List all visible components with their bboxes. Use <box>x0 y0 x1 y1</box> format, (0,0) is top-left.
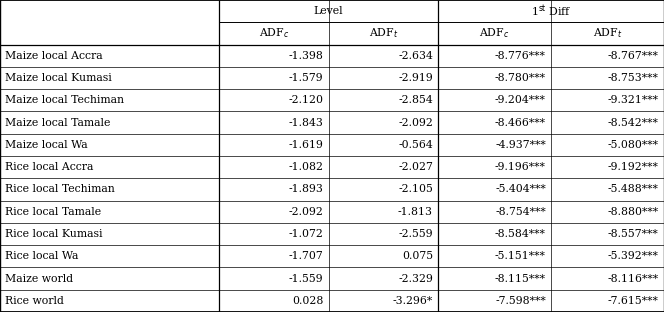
Text: Maize local Techiman: Maize local Techiman <box>5 95 124 105</box>
Text: -2.854: -2.854 <box>398 95 433 105</box>
Text: -8.115***: -8.115*** <box>495 274 546 284</box>
Text: -5.392***: -5.392*** <box>608 251 659 261</box>
Text: 0.075: 0.075 <box>402 251 433 261</box>
Text: Rice local Kumasi: Rice local Kumasi <box>5 229 103 239</box>
Text: -9.204***: -9.204*** <box>495 95 546 105</box>
Text: -2.329: -2.329 <box>398 274 433 284</box>
Text: -1.813: -1.813 <box>398 207 433 217</box>
Text: Rice local Wa: Rice local Wa <box>5 251 79 261</box>
Text: ADF$_{t}$: ADF$_{t}$ <box>369 27 398 40</box>
Text: -8.466***: -8.466*** <box>495 118 546 128</box>
Text: -2.092: -2.092 <box>288 207 323 217</box>
Text: Rice local Techiman: Rice local Techiman <box>5 184 115 194</box>
Text: -4.937***: -4.937*** <box>495 140 546 150</box>
Text: -3.296*: -3.296* <box>392 296 433 306</box>
Text: Rice world: Rice world <box>5 296 64 306</box>
Text: -8.116***: -8.116*** <box>608 274 659 284</box>
Text: -1.559: -1.559 <box>289 274 323 284</box>
Text: Level: Level <box>314 6 343 16</box>
Text: -8.542***: -8.542*** <box>608 118 659 128</box>
Text: -2.634: -2.634 <box>398 51 433 61</box>
Text: Rice local Accra: Rice local Accra <box>5 162 94 172</box>
Text: -9.196***: -9.196*** <box>495 162 546 172</box>
Text: -9.192***: -9.192*** <box>608 162 659 172</box>
Text: Rice local Tamale: Rice local Tamale <box>5 207 102 217</box>
Text: Maize world: Maize world <box>5 274 74 284</box>
Text: -2.027: -2.027 <box>398 162 433 172</box>
Text: -2.105: -2.105 <box>398 184 433 194</box>
Text: -5.151***: -5.151*** <box>495 251 546 261</box>
Text: -1.843: -1.843 <box>288 118 323 128</box>
Text: ADF$_{t}$: ADF$_{t}$ <box>593 27 622 40</box>
Text: -5.080***: -5.080*** <box>608 140 659 150</box>
Text: -8.754***: -8.754*** <box>495 207 546 217</box>
Text: -8.753***: -8.753*** <box>608 73 659 83</box>
Text: ADF$_{c}$: ADF$_{c}$ <box>479 27 510 40</box>
Text: -5.404***: -5.404*** <box>495 184 546 194</box>
Text: -8.584***: -8.584*** <box>495 229 546 239</box>
Text: -7.615***: -7.615*** <box>608 296 659 306</box>
Text: -5.488***: -5.488*** <box>608 184 659 194</box>
Text: 1$^{\sf st}$ Diff: 1$^{\sf st}$ Diff <box>531 3 572 19</box>
Text: -9.321***: -9.321*** <box>608 95 659 105</box>
Text: -8.767***: -8.767*** <box>608 51 659 61</box>
Text: -1.893: -1.893 <box>288 184 323 194</box>
Text: -1.082: -1.082 <box>288 162 323 172</box>
Text: Maize local Kumasi: Maize local Kumasi <box>5 73 112 83</box>
Text: -1.619: -1.619 <box>288 140 323 150</box>
Text: 0.028: 0.028 <box>292 296 323 306</box>
Text: Maize local Accra: Maize local Accra <box>5 51 103 61</box>
Text: -7.598***: -7.598*** <box>495 296 546 306</box>
Text: -1.579: -1.579 <box>289 73 323 83</box>
Text: -8.776***: -8.776*** <box>495 51 546 61</box>
Text: -2.559: -2.559 <box>398 229 433 239</box>
Text: ADF$_{c}$: ADF$_{c}$ <box>259 27 289 40</box>
Text: -8.880***: -8.880*** <box>608 207 659 217</box>
Text: Maize local Tamale: Maize local Tamale <box>5 118 111 128</box>
Text: -8.557***: -8.557*** <box>608 229 659 239</box>
Text: -1.072: -1.072 <box>288 229 323 239</box>
Text: -2.120: -2.120 <box>288 95 323 105</box>
Text: -8.780***: -8.780*** <box>495 73 546 83</box>
Text: -2.092: -2.092 <box>398 118 433 128</box>
Text: -0.564: -0.564 <box>398 140 433 150</box>
Text: -1.707: -1.707 <box>289 251 323 261</box>
Text: Maize local Wa: Maize local Wa <box>5 140 88 150</box>
Text: -1.398: -1.398 <box>288 51 323 61</box>
Text: -2.919: -2.919 <box>398 73 433 83</box>
